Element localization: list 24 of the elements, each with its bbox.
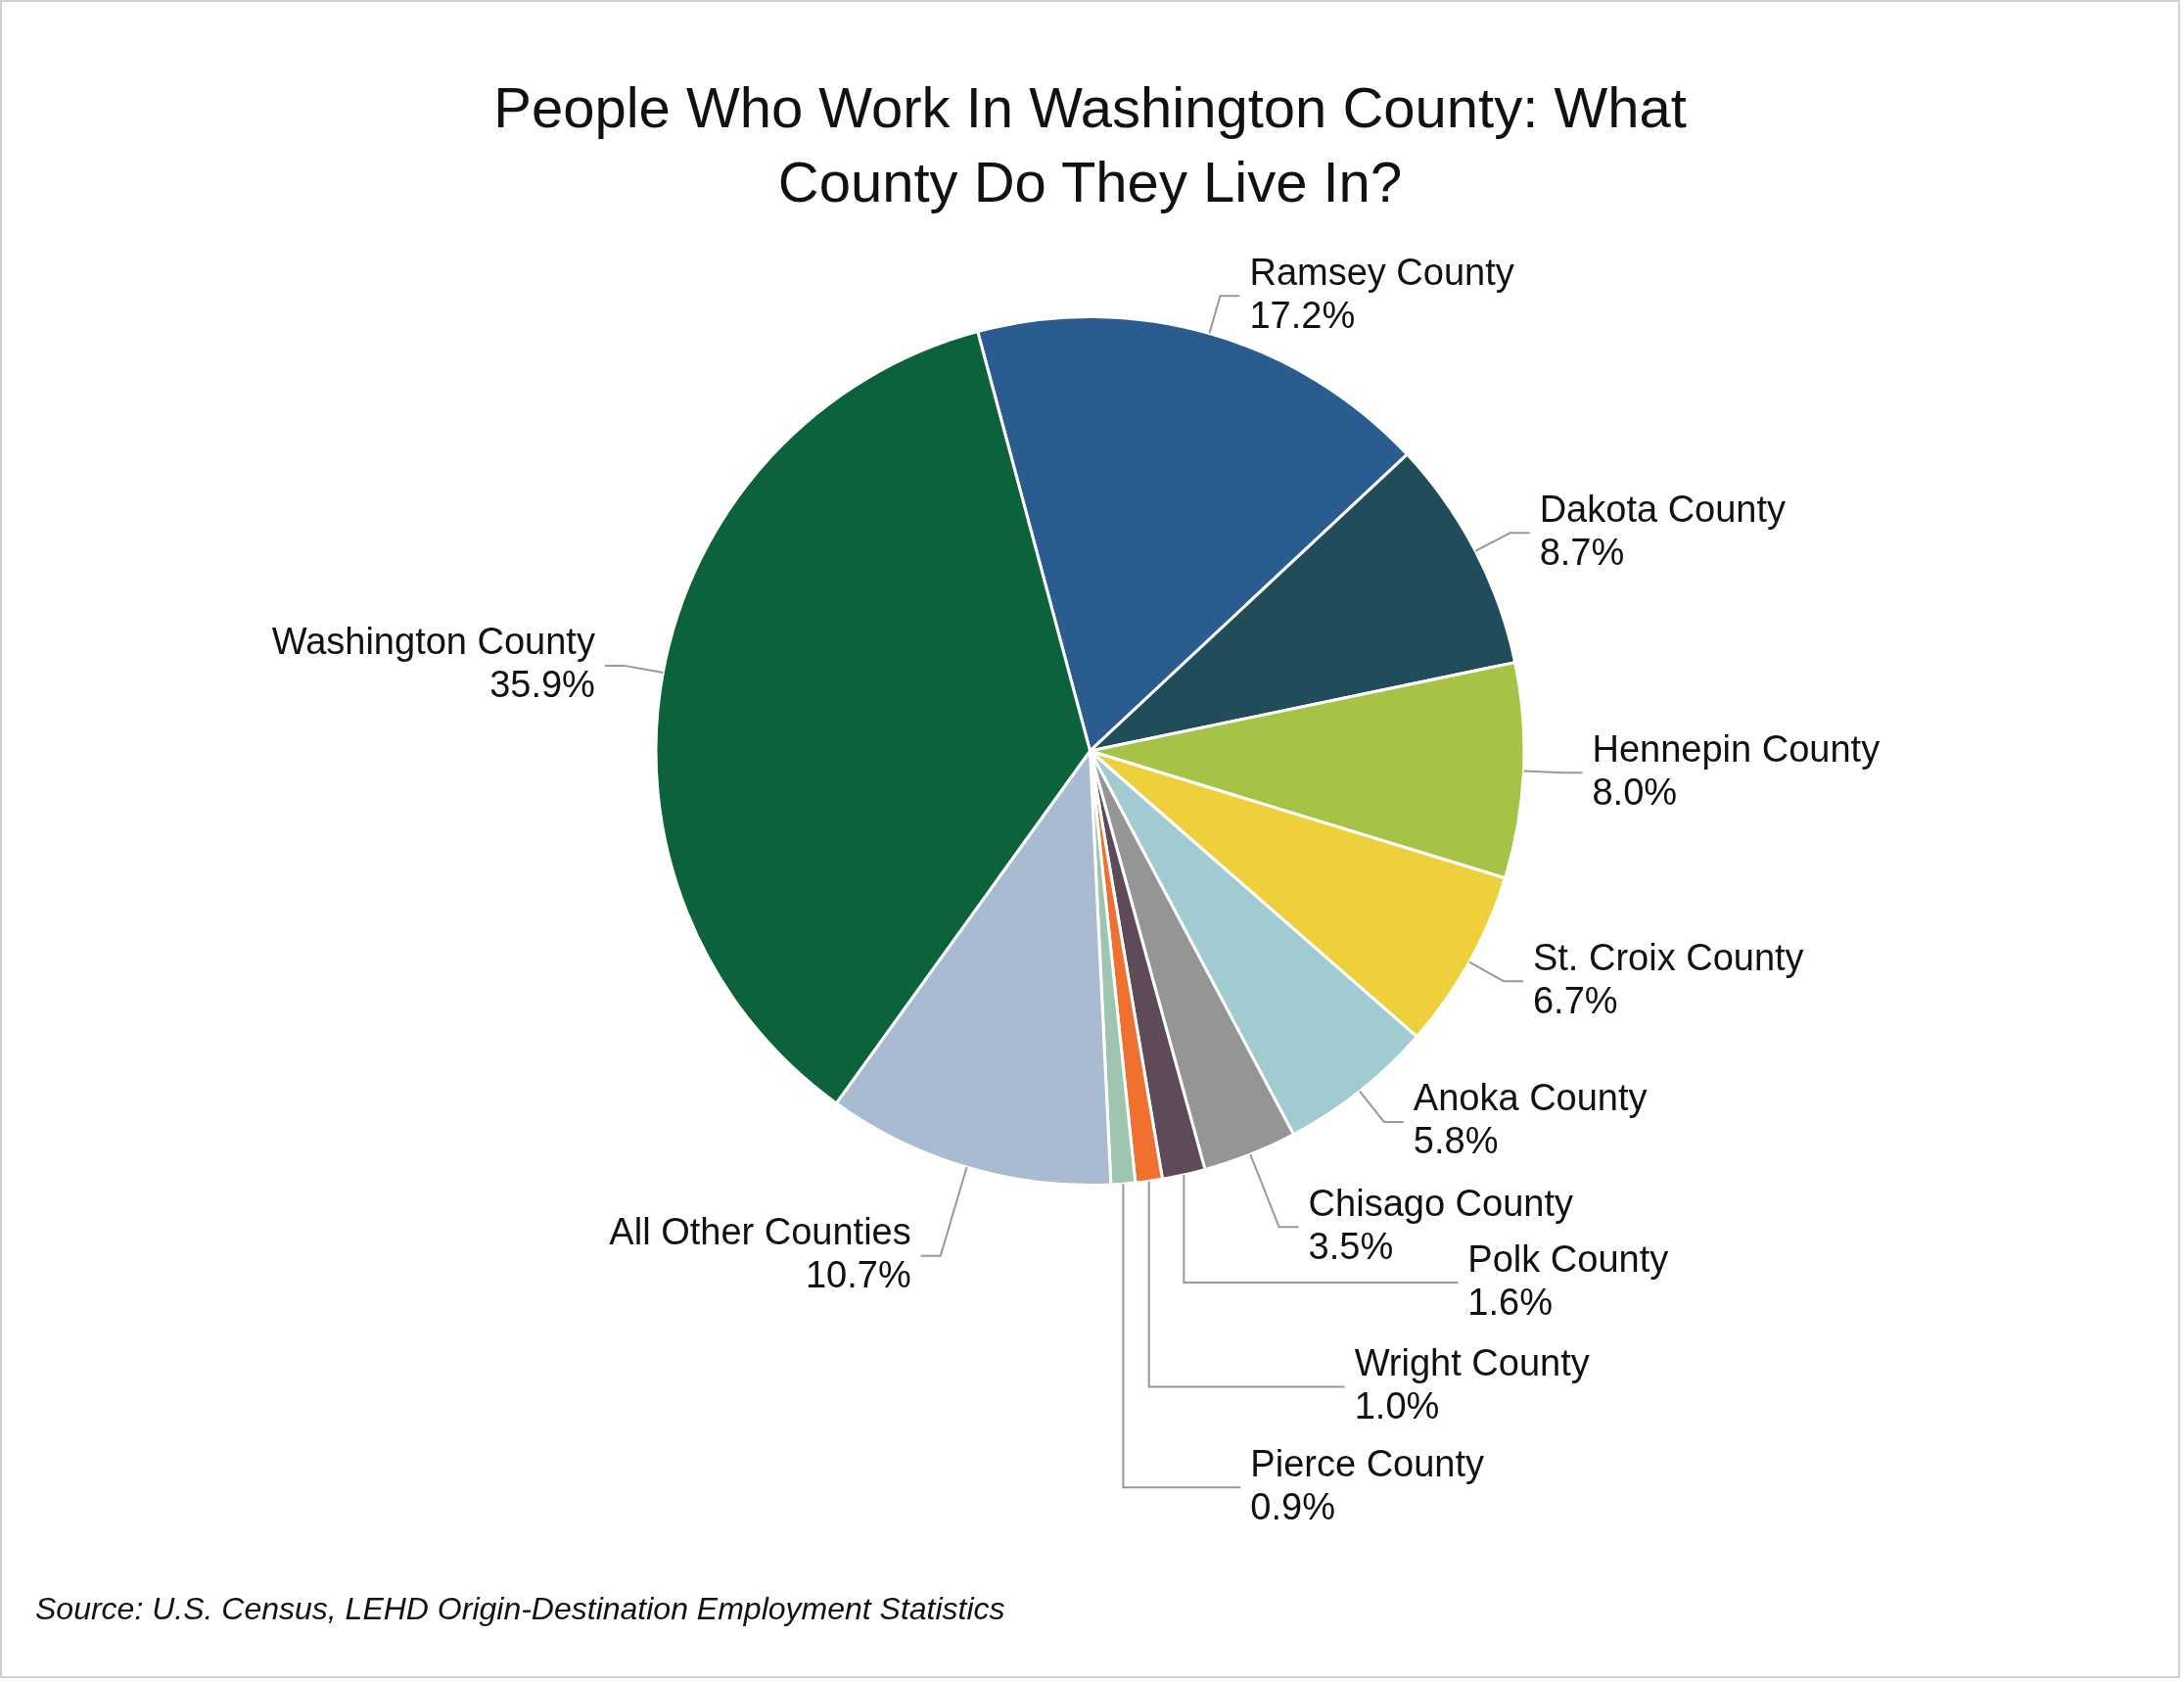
chart-title: People Who Work In Washington County: What County Do They Live In? [492,74,1688,215]
slice-label: Anoka County [1413,1077,1648,1119]
data-label: 17.2% [1249,294,1356,336]
slice-label: Ramsey County [1249,251,1514,293]
data-label: 3.5% [1308,1225,1394,1267]
data-label: 6.7% [1532,979,1618,1021]
source-note: Source: U.S. Census, LEHD Origin-Destination Employment Statistics [35,1591,1005,1627]
slice-label: St. Croix County [1532,936,1804,978]
data-label: 35.9% [489,664,595,706]
slice-label: Chisago County [1308,1182,1573,1224]
slice-label: Washington County [271,621,595,663]
data-label: 8.0% [1592,771,1678,813]
slice-label: Pierce County [1250,1442,1485,1484]
slice-label: Hennepin County [1592,727,1881,770]
data-label: 1.0% [1354,1384,1440,1426]
data-label: 8.7% [1539,531,1625,573]
data-label: 10.7% [805,1254,911,1296]
slice-label: Polk County [1467,1238,1669,1280]
data-label: 1.6% [1467,1281,1553,1323]
data-label: 0.9% [1250,1485,1335,1527]
slice-label: Dakota County [1539,488,1787,530]
data-label: 5.8% [1413,1120,1499,1162]
slice-label: Wright County [1354,1341,1590,1383]
slice-label: All Other Counties [609,1211,911,1253]
